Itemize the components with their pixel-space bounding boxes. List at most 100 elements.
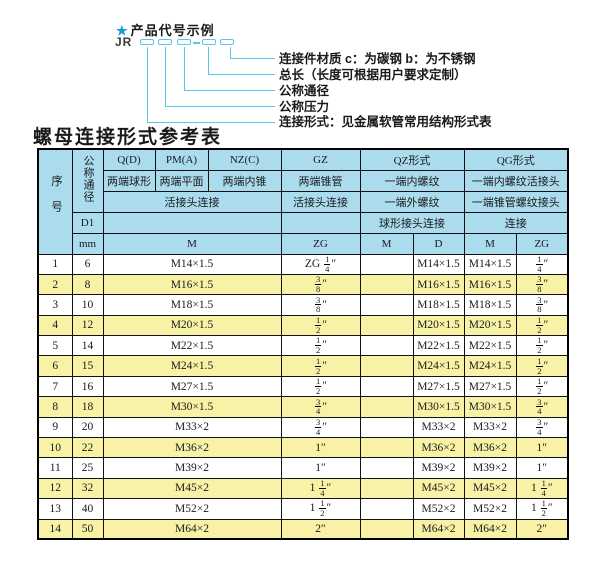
conn-qg: 一端锥管螺纹接头 xyxy=(463,190,569,213)
qg-zg-cell: 1 2 ″ xyxy=(515,355,569,377)
desc-qg: 一端内螺纹活接头 xyxy=(463,169,569,192)
col-header-qg: QG形式 xyxy=(463,148,569,171)
connector-line xyxy=(184,90,275,91)
qg-m-cell: M20×1.5 xyxy=(463,314,517,337)
dn-cell: 50 xyxy=(71,518,104,540)
qg-zg-cell: 3 8 ″ xyxy=(515,294,569,316)
seq-cell: 10 xyxy=(37,437,73,459)
connector-line xyxy=(165,47,166,107)
dn-cell: 8 xyxy=(71,273,104,296)
unit-d: D xyxy=(412,232,465,255)
connector-line xyxy=(184,47,185,91)
qz-m-cell xyxy=(359,294,414,316)
code-label-material: 连接件材质 c：为碳钢 b：为不锈钢 xyxy=(279,52,476,66)
thread-m-cell: M39×2 xyxy=(102,457,282,479)
table-row: 5 14 M22×1.5 1 2 ″ M22×1.5 M22×1.5 1 2 ″ xyxy=(37,335,569,357)
thread-zg-cell: 1″ xyxy=(280,437,361,459)
dn-cell: 12 xyxy=(71,314,104,337)
qz-m-cell xyxy=(359,437,414,459)
connector-line xyxy=(165,106,275,107)
connector-line xyxy=(230,58,275,59)
col-header-pm: PM(A) xyxy=(154,148,209,171)
qz-m-cell xyxy=(359,375,414,398)
qz-m-cell xyxy=(359,355,414,377)
thread-zg-cell: 1 2 ″ xyxy=(280,335,361,357)
table-row: 4 12 M20×1.5 1 2 ″ M20×1.5 M20×1.5 1 2 ″ xyxy=(37,314,569,337)
connector-line xyxy=(230,47,231,59)
desc-nz: 两端内锥 xyxy=(207,169,282,192)
qz-d-cell: M16×1.5 xyxy=(412,273,465,296)
qg-m-cell: M33×2 xyxy=(463,416,517,439)
thread-zg-cell: 1 1 2 ″ xyxy=(280,498,361,520)
conn-gz: 活接头连接 xyxy=(280,190,361,213)
qg-m-cell: M36×2 xyxy=(463,437,517,459)
code-label-diameter: 公称通径 xyxy=(279,84,330,98)
thread-m-cell: M64×2 xyxy=(102,518,282,540)
qz-m-cell xyxy=(359,416,414,439)
qg-zg-cell: 3 4 ″ xyxy=(515,416,569,439)
seq-cell: 7 xyxy=(37,375,73,398)
thread-zg-cell: 1 2 ″ xyxy=(280,314,361,337)
qg-zg-cell: 3 4 ″ xyxy=(515,396,569,418)
dn-cell: 15 xyxy=(71,355,104,377)
dn-cell: 40 xyxy=(71,498,104,520)
qz-m-cell xyxy=(359,273,414,296)
qz-d-cell: M33×2 xyxy=(412,416,465,439)
nut-connection-table: 序号 公称通径 Q(D) PM(A) NZ(C) GZ QZ形式 QG形式 两端… xyxy=(37,148,570,541)
seq-cell: 13 xyxy=(37,498,73,520)
desc-qz: 一端内螺纹 xyxy=(359,169,465,192)
qg-m-cell: M16×1.5 xyxy=(463,273,517,296)
dn-cell: 18 xyxy=(71,396,104,418)
dn-cell: 6 xyxy=(71,253,104,275)
thread-zg-cell: ZG 1 4 ″ xyxy=(280,253,361,275)
qz-m-cell xyxy=(359,314,414,337)
unit-zg1: ZG xyxy=(280,232,361,255)
dn-cell: 20 xyxy=(71,416,104,439)
code-box-1 xyxy=(140,39,154,45)
table-header: 序号 公称通径 Q(D) PM(A) NZ(C) GZ QZ形式 QG形式 两端… xyxy=(37,148,569,255)
qz-d-cell: M39×2 xyxy=(412,457,465,479)
qg-zg-cell: 1 2 ″ xyxy=(515,335,569,357)
qg-zg-cell: 1″ xyxy=(515,437,569,459)
qg-m-cell: M24×1.5 xyxy=(463,355,517,377)
thread-m-cell: M16×1.5 xyxy=(102,273,282,296)
code-dash xyxy=(193,42,200,44)
header-dn: 公称通径 xyxy=(71,148,104,213)
qg-m-cell: M39×2 xyxy=(463,457,517,479)
seq-cell: 3 xyxy=(37,294,73,316)
qz-m-cell xyxy=(359,477,414,500)
qz-d-cell: M14×1.5 xyxy=(412,253,465,275)
thread-zg-cell: 3 4 ″ xyxy=(280,416,361,439)
col-header-nz: NZ(C) xyxy=(207,148,282,171)
qz-m-cell xyxy=(359,335,414,357)
thread-m-cell: M52×2 xyxy=(102,498,282,520)
dn-cell: 14 xyxy=(71,335,104,357)
thread-zg-cell: 3 8 ″ xyxy=(280,294,361,316)
dn-cell: 16 xyxy=(71,375,104,398)
table-row: 2 8 M16×1.5 3 8 ″ M16×1.5 M16×1.5 3 8 ″ xyxy=(37,273,569,296)
table-title: 螺母连接形式参考表 xyxy=(33,127,223,148)
code-box-2 xyxy=(158,39,172,45)
qz-d-cell: M22×1.5 xyxy=(412,335,465,357)
qg-zg-cell: 3 8 ″ xyxy=(515,273,569,296)
thread-zg-cell: 2″ xyxy=(280,518,361,540)
thread-m-cell: M14×1.5 xyxy=(102,253,282,275)
code-box-3 xyxy=(177,39,191,45)
code-label-pressure: 公称压力 xyxy=(279,100,330,114)
qz-m-cell xyxy=(359,396,414,418)
code-box-5 xyxy=(220,39,234,45)
